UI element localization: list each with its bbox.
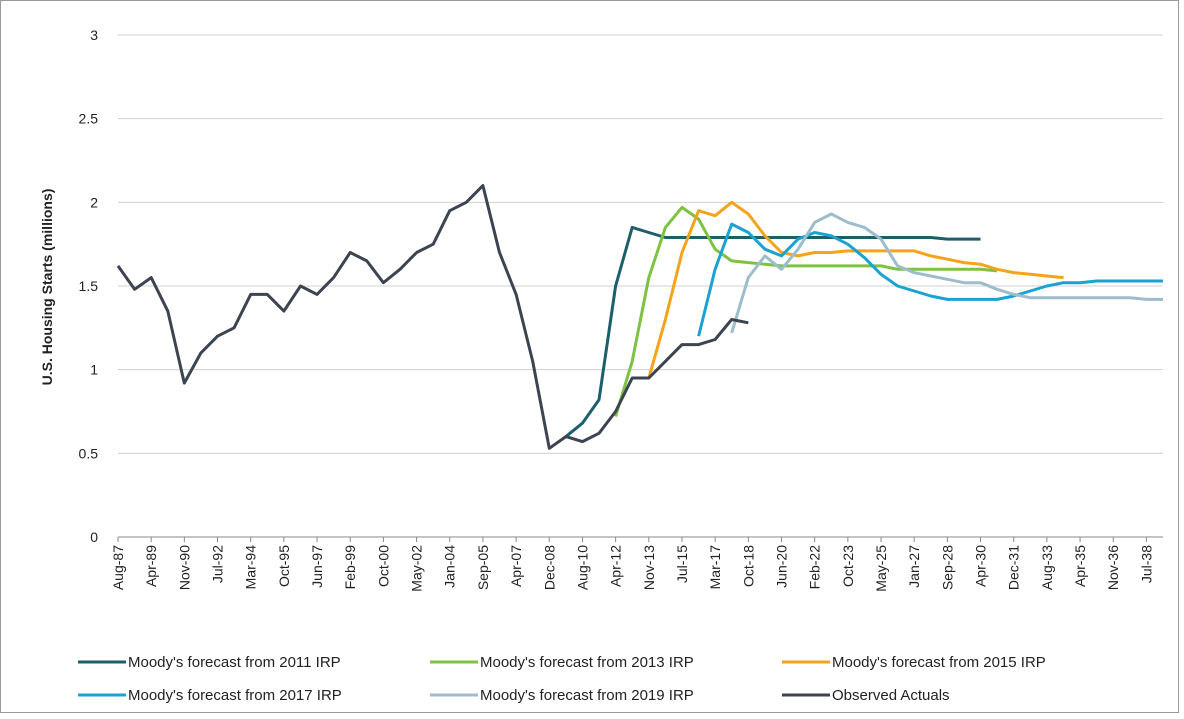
- x-tick-label: Mar-17: [707, 545, 723, 590]
- x-tick-label: Apr-89: [143, 545, 159, 587]
- x-tick-label: Apr-35: [1072, 545, 1088, 587]
- x-tick-label: Oct-00: [375, 545, 391, 587]
- series-line: [116, 184, 749, 450]
- x-tick-label: Jun-97: [309, 545, 325, 588]
- x-tick-label: Jan-04: [442, 545, 458, 588]
- legend-label: Moody's forecast from 2013 IRP: [480, 654, 694, 671]
- x-tick-label: Oct-95: [276, 545, 292, 587]
- x-tick-label: Apr-30: [973, 545, 989, 587]
- x-tick-label: Aug-33: [1039, 545, 1055, 590]
- x-tick-label: Jul-92: [210, 545, 226, 583]
- x-tick-label: Oct-18: [740, 545, 756, 587]
- legend-label: Moody's forecast from 2017 IRP: [128, 687, 342, 704]
- series-line: [697, 222, 1163, 337]
- x-tick-label: Apr-07: [508, 545, 524, 587]
- x-tick-label: Nov-90: [176, 545, 192, 590]
- x-tick-label: May-25: [873, 545, 889, 592]
- y-tick-label: 1.5: [79, 278, 99, 294]
- x-tick-label: Jun-20: [773, 545, 789, 588]
- x-tick-label: Apr-12: [608, 545, 624, 587]
- y-tick-label: 2.5: [79, 111, 99, 127]
- legend-label: Observed Actuals: [832, 687, 950, 704]
- y-tick-label: 0: [90, 529, 98, 545]
- x-tick-label: Nov-13: [641, 545, 657, 590]
- x-tick-label: Aug-10: [574, 545, 590, 590]
- x-tick-label: May-02: [409, 545, 425, 592]
- y-tick-label: 3: [90, 27, 98, 43]
- y-axis-label: U.S. Housing Starts (millions): [39, 189, 55, 386]
- x-tick-label: Jan-27: [906, 545, 922, 588]
- x-tick-label: Sep-28: [939, 545, 955, 590]
- x-tick-label: Feb-99: [342, 545, 358, 590]
- x-tick-label: Oct-23: [840, 545, 856, 587]
- y-tick-label: 2: [90, 194, 98, 210]
- x-tick-label: Dec-08: [541, 545, 557, 590]
- x-tick-label: Nov-36: [1105, 545, 1121, 590]
- series-line: [564, 225, 981, 438]
- y-tick-label: 1: [90, 362, 98, 378]
- x-tick-label: Aug-87: [110, 545, 126, 590]
- x-tick-label: Mar-94: [243, 545, 259, 590]
- y-tick-label: 0.5: [79, 445, 99, 461]
- x-tick-label: Dec-31: [1006, 545, 1022, 590]
- series-line: [730, 212, 1163, 334]
- x-tick-label: Sep-05: [475, 545, 491, 590]
- legend-label: Moody's forecast from 2019 IRP: [480, 687, 694, 704]
- x-tick-label: Jul-15: [674, 545, 690, 583]
- legend-label: Moody's forecast from 2011 IRP: [128, 654, 341, 671]
- series-line: [614, 205, 998, 417]
- x-tick-label: Feb-22: [807, 545, 823, 590]
- legend-label: Moody's forecast from 2015 IRP: [832, 654, 1046, 671]
- x-tick-label: Jul-38: [1138, 545, 1154, 583]
